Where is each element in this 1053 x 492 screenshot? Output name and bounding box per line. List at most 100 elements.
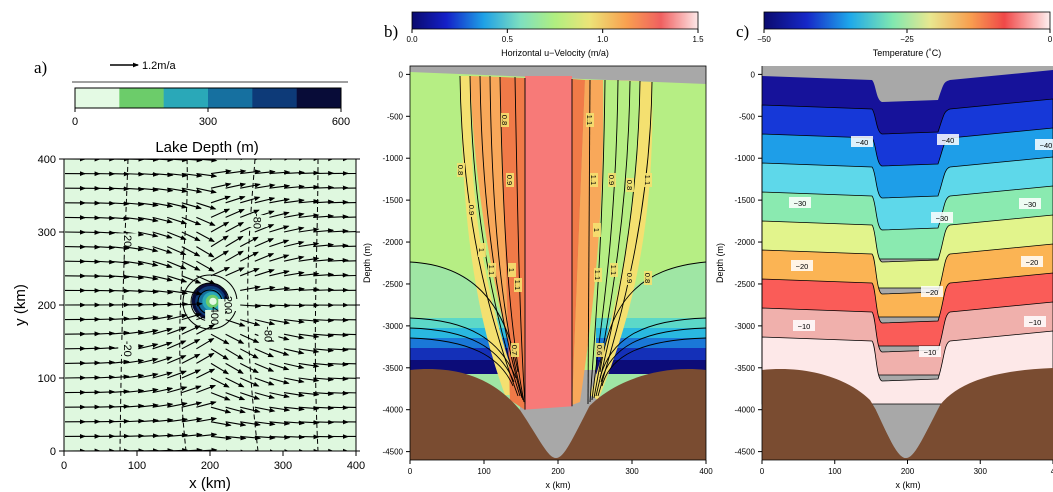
contour-label-c: −20 (796, 262, 809, 271)
velocity-vector (210, 235, 229, 248)
contour-label-b: 0.7 (510, 345, 519, 355)
y-tick-label: -3500 (383, 364, 404, 373)
velocity-vector (123, 288, 145, 294)
velocity-vector (181, 246, 201, 257)
velocity-vector (137, 403, 159, 408)
x-tick-label: 4 (1051, 467, 1053, 476)
velocity-vector (225, 208, 245, 218)
contour-line (119, 159, 129, 451)
velocity-vector (283, 270, 305, 277)
velocity-vector (240, 392, 261, 400)
lake-depth-ring (209, 297, 217, 305)
x-tick-label: 100 (828, 467, 842, 476)
velocity-vector (94, 245, 116, 250)
colorbar-tick-label: 0.0 (406, 35, 418, 44)
contour-label-b: 0.9 (505, 175, 514, 185)
velocity-vector (239, 362, 259, 374)
velocity-vector (269, 183, 291, 189)
velocity-vector (181, 325, 201, 335)
velocity-vector (166, 231, 187, 240)
velocity-vector (152, 356, 173, 364)
velocity-vector (298, 405, 320, 411)
velocity-vector (152, 172, 174, 178)
velocity-vector (225, 421, 247, 427)
x-tick-label-a: 300 (274, 460, 292, 472)
velocity-vector (152, 433, 174, 438)
contour-label-b: 1.1 (487, 265, 496, 275)
velocity-vector (181, 173, 203, 178)
velocity-vector (313, 257, 335, 263)
velocity-vector (254, 253, 275, 262)
velocity-vector (196, 324, 216, 335)
velocity-vector (254, 392, 276, 399)
velocity-vector (167, 187, 188, 193)
velocity-vector (152, 387, 174, 394)
x-tick-label-a: 100 (128, 460, 146, 472)
bedrock-c (762, 368, 1053, 460)
velocity-vector (181, 369, 202, 379)
velocity-vector (225, 267, 245, 277)
velocity-vector (269, 211, 290, 218)
velocity-vector (327, 347, 349, 353)
x-tick-label: 300 (625, 467, 639, 476)
velocity-vector (152, 371, 173, 379)
velocity-vector (181, 260, 201, 271)
velocity-vector (283, 319, 305, 324)
velocity-vector (181, 353, 201, 364)
velocity-vector (152, 341, 173, 350)
velocity-vector (137, 289, 159, 294)
contour-label: 200 (221, 296, 233, 314)
velocity-vector (298, 377, 320, 383)
y-tick-label: -1000 (735, 154, 756, 163)
velocity-vector (108, 245, 130, 251)
velocity-vector (166, 355, 187, 364)
colorbar-a-segment (163, 88, 209, 108)
velocity-vector (313, 242, 335, 248)
contour-label-b: 0.8 (456, 165, 465, 175)
y-tick-label: -2500 (383, 280, 404, 289)
velocity-vector (298, 271, 320, 277)
velocity-vector (225, 392, 246, 401)
velocity-vector (298, 199, 320, 204)
velocity-vector (123, 403, 145, 409)
velocity-vector (196, 401, 217, 408)
x-tick-label-a: 0 (61, 460, 67, 472)
x-tick-label: 200 (901, 467, 915, 476)
velocity-vector (283, 170, 305, 176)
velocity-vector (210, 221, 230, 233)
colorbar-b (411, 11, 699, 30)
velocity-vector (196, 202, 217, 210)
velocity-vector (166, 340, 187, 350)
velocity-vector (239, 377, 260, 387)
contour-label-c: −20 (926, 288, 939, 297)
contour-label-b: 1.1 (585, 115, 594, 125)
velocity-vector (269, 270, 290, 277)
velocity-vector (181, 275, 202, 284)
contour-label-b: 0.8 (625, 180, 634, 190)
velocity-vector (152, 314, 174, 321)
velocity-vector (254, 269, 275, 277)
x-tick-label: 0 (408, 467, 413, 476)
contour-label-c: −10 (924, 348, 937, 357)
velocity-vector (254, 169, 276, 175)
colorbar-a-tick-label: 0 (72, 116, 78, 128)
velocity-vector (137, 187, 159, 192)
velocity-vector (283, 226, 305, 233)
velocity-vector (108, 274, 130, 280)
contour-label-c: −10 (798, 322, 811, 331)
velocity-vector (298, 184, 320, 190)
velocity-vector (313, 391, 335, 396)
velocity-vector (342, 231, 356, 233)
velocity-vector (240, 319, 261, 327)
colorbar-b-ticks: 0.0 0.5 1.0 1.5 (406, 29, 704, 44)
velocity-vector (137, 328, 159, 335)
velocity-vector (283, 434, 305, 440)
velocity-contours (409, 75, 707, 410)
velocity-vector (254, 319, 276, 326)
velocity-vector (298, 227, 320, 233)
velocity-vector (152, 231, 173, 239)
velocity-vector (137, 231, 159, 238)
y-tick-label: -500 (387, 112, 404, 121)
velocity-vector (254, 406, 276, 413)
